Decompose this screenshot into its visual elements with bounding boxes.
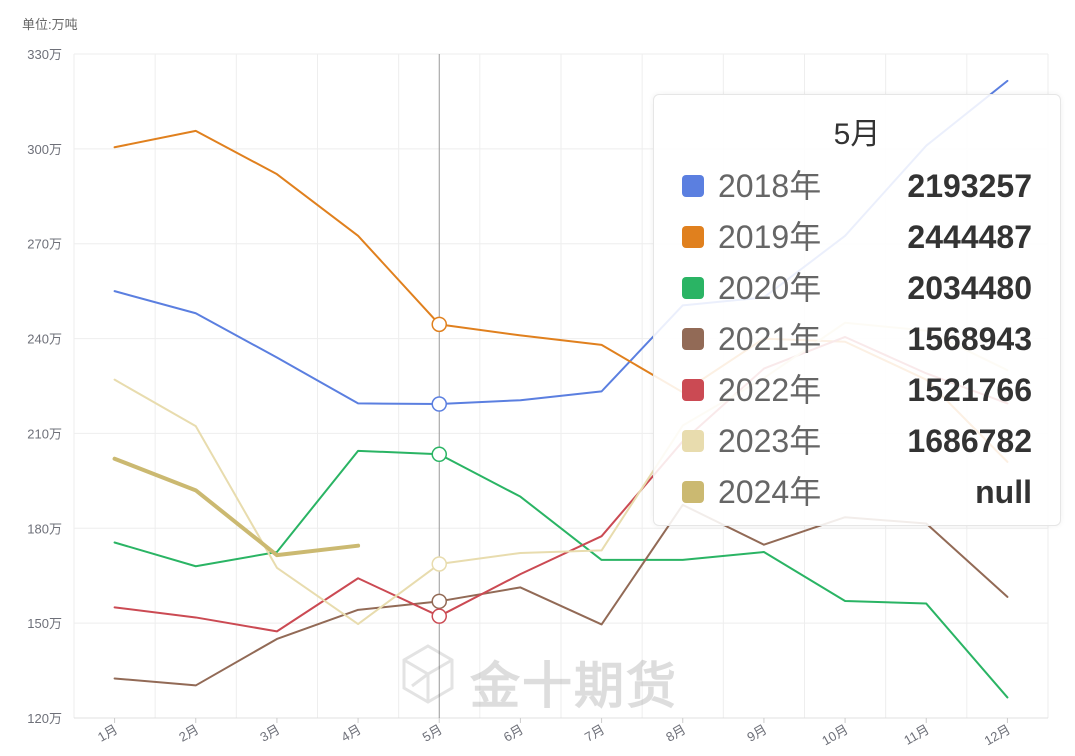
y-tick-label: 150万 bbox=[27, 616, 62, 631]
x-tick-label: 2月 bbox=[176, 722, 201, 745]
series-line-2020年 bbox=[113, 449, 1009, 699]
tooltip: 5月 2018年 2193257 2019年 2444487 2020年 2034480 2… bbox=[653, 94, 1061, 526]
tooltip-series-value: 2444487 bbox=[907, 219, 1032, 255]
series-line-2024年 bbox=[112, 456, 361, 558]
tooltip-series-value: 2193257 bbox=[907, 168, 1032, 204]
y-tick-label: 300万 bbox=[27, 142, 62, 157]
y-tick-label: 240万 bbox=[27, 332, 62, 347]
tooltip-swatch bbox=[682, 328, 704, 350]
watermark-text: 金十期货 bbox=[470, 658, 678, 714]
y-tick-label: 330万 bbox=[27, 47, 62, 62]
data-point-2020年 bbox=[431, 446, 447, 463]
y-tick-label: 120万 bbox=[27, 711, 62, 726]
tooltip-series-value: 1686782 bbox=[907, 423, 1032, 459]
tooltip-swatch bbox=[682, 277, 704, 299]
tooltip-row: 2021年 1568943 bbox=[682, 318, 1032, 364]
tooltip-swatch bbox=[682, 430, 704, 452]
tooltip-series-name: 2023年 bbox=[718, 423, 822, 459]
tooltip-row: 2023年 1686782 bbox=[682, 420, 1032, 466]
tooltip-series-name: 2019年 bbox=[718, 219, 822, 255]
tooltip-series-name: 2018年 bbox=[718, 168, 822, 204]
tooltip-title: 5月 bbox=[833, 118, 881, 151]
tooltip-series-name: 2022年 bbox=[718, 372, 822, 408]
tooltip-series-value: null bbox=[975, 474, 1032, 510]
y-axis-unit-label: 单位:万吨 bbox=[22, 17, 78, 32]
data-point-2021年 bbox=[431, 593, 447, 610]
data-point-2023年 bbox=[431, 556, 447, 572]
tooltip-row: 2024年 null bbox=[682, 471, 1032, 517]
tooltip-swatch bbox=[682, 481, 704, 503]
watermark-logo-icon bbox=[402, 644, 454, 704]
data-point-2022年 bbox=[431, 608, 447, 624]
tooltip-row: 2019年 2444487 bbox=[682, 216, 1032, 262]
y-tick-label: 210万 bbox=[27, 426, 62, 441]
x-tick-label: 4月 bbox=[339, 722, 364, 745]
x-tick-label: 6月 bbox=[501, 722, 526, 745]
tooltip-row: 2020年 2034480 bbox=[682, 267, 1032, 313]
tooltip-series-name: 2020年 bbox=[718, 270, 822, 306]
tooltip-series-value: 1568943 bbox=[907, 321, 1032, 357]
x-tick-label: 1月 bbox=[95, 722, 120, 745]
tooltip-swatch bbox=[682, 379, 704, 401]
x-tick-label: 12月 bbox=[982, 722, 1013, 749]
tooltip-swatch bbox=[682, 226, 704, 248]
x-tick-label: 11月 bbox=[901, 722, 931, 748]
data-point-2019年 bbox=[431, 316, 447, 333]
x-tick-label: 7月 bbox=[582, 722, 607, 745]
x-tick-label: 8月 bbox=[663, 722, 688, 745]
tooltip-series-value: 2034480 bbox=[907, 270, 1032, 306]
x-tick-label: 9月 bbox=[744, 722, 769, 745]
x-tick-label: 3月 bbox=[257, 722, 282, 745]
tooltip-series-value: 1521766 bbox=[907, 372, 1032, 408]
tooltip-series-name: 2024年 bbox=[718, 474, 822, 510]
x-tick-label: 5月 bbox=[420, 722, 445, 745]
y-tick-label: 180万 bbox=[27, 521, 62, 536]
x-tick-label: 10月 bbox=[819, 722, 850, 749]
tooltip-series-name: 2021年 bbox=[718, 321, 822, 357]
tooltip-row: 2018年 2193257 bbox=[682, 165, 1032, 211]
tooltip-row: 2022年 1521766 bbox=[682, 369, 1032, 415]
data-point-2018年 bbox=[431, 396, 447, 412]
tooltip-swatch bbox=[682, 175, 704, 197]
y-tick-label: 270万 bbox=[27, 237, 62, 252]
